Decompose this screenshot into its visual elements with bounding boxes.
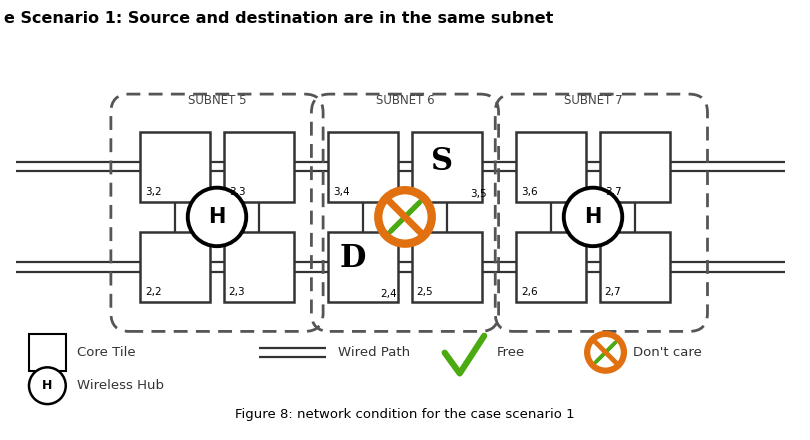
Text: 2,2: 2,2 [145,287,162,297]
Text: Don't care: Don't care [633,346,702,359]
FancyBboxPatch shape [29,334,66,370]
Text: 2,4: 2,4 [380,289,397,299]
FancyBboxPatch shape [411,232,482,302]
Circle shape [29,367,66,404]
Text: S: S [431,146,453,177]
FancyBboxPatch shape [140,132,211,202]
Text: 2,6: 2,6 [521,287,538,297]
Text: Figure 8: network condition for the case scenario 1: Figure 8: network condition for the case… [235,407,575,421]
Text: 2,3: 2,3 [228,287,245,297]
FancyBboxPatch shape [328,132,399,202]
Text: 3,4: 3,4 [333,187,350,197]
Circle shape [188,188,246,246]
Circle shape [378,190,432,244]
Text: D: D [340,243,366,274]
Text: SUBNET 6: SUBNET 6 [376,94,434,106]
Text: SUBNET 7: SUBNET 7 [564,94,622,106]
Text: H: H [584,207,602,227]
Text: 3,6: 3,6 [521,187,538,197]
FancyBboxPatch shape [328,232,399,302]
Text: SUBNET 5: SUBNET 5 [188,94,246,106]
FancyBboxPatch shape [411,132,482,202]
Text: 2,5: 2,5 [416,287,433,297]
FancyBboxPatch shape [224,232,294,302]
FancyBboxPatch shape [224,132,294,202]
FancyBboxPatch shape [516,232,586,302]
Text: Wired Path: Wired Path [338,346,411,359]
Text: 3,7: 3,7 [605,187,621,197]
FancyBboxPatch shape [599,232,670,302]
Text: Free: Free [497,346,525,359]
Circle shape [564,188,622,246]
FancyBboxPatch shape [599,132,670,202]
Text: 2,7: 2,7 [605,287,621,297]
Circle shape [587,334,624,370]
Text: Wireless Hub: Wireless Hub [77,379,164,392]
Text: H: H [42,379,53,392]
FancyBboxPatch shape [140,232,211,302]
Text: H: H [208,207,226,227]
Text: e Scenario 1: Source and destination are in the same subnet: e Scenario 1: Source and destination are… [4,11,553,26]
Text: 3,2: 3,2 [145,187,162,197]
Text: Core Tile: Core Tile [77,346,135,359]
FancyBboxPatch shape [516,132,586,202]
Text: 3,5: 3,5 [470,188,487,198]
Text: 3,3: 3,3 [228,187,245,197]
